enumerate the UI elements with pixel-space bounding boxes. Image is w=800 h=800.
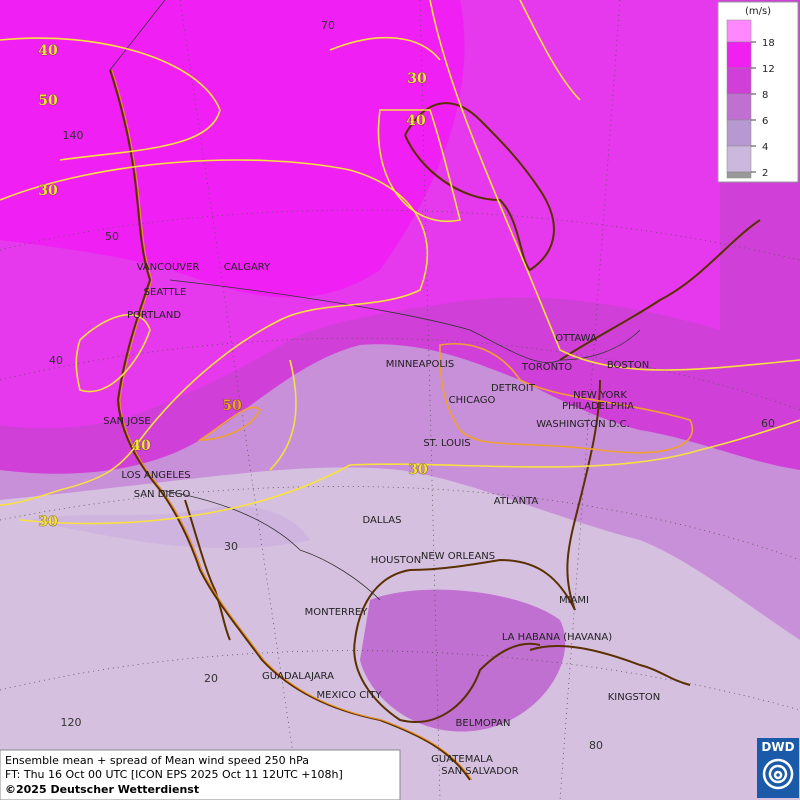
city-label: ST. LOUIS: [423, 438, 470, 449]
legend-band: [726, 145, 752, 173]
footer-line: ©2025 Deutscher Wetterdienst: [5, 783, 199, 796]
logo-swirl: [762, 758, 794, 790]
city-label: MINNEAPOLIS: [386, 359, 454, 370]
city-label: OTTAWA: [555, 333, 597, 344]
city-label: WASHINGTON D.C.: [536, 419, 630, 430]
footer-line: Ensemble mean + spread of Mean wind spee…: [5, 754, 309, 767]
city-label: SAN SALVADOR: [441, 766, 518, 777]
legend-band: [726, 67, 752, 95]
city-label: NEW ORLEANS: [421, 551, 495, 562]
city-label: BELMOPAN: [456, 718, 511, 729]
coast-west: [109, 69, 471, 781]
legend-band: [726, 119, 752, 147]
city-label: SAN DIEGO: [134, 489, 191, 500]
contour-label: 40: [406, 113, 426, 129]
contour-label: 30: [38, 514, 58, 530]
grid-label: 140: [63, 129, 84, 142]
grid-label: 80: [589, 739, 603, 752]
city-label: MONTERREY: [305, 607, 369, 618]
city-label: HOUSTON: [371, 555, 422, 566]
legend-unit: (m/s): [745, 6, 771, 17]
legend-tick-label: 12: [762, 64, 775, 75]
legend-tick-label: 18: [762, 38, 775, 49]
footer-line: FT: Thu 16 Oct 00 UTC [ICON EPS 2025 Oct…: [5, 768, 343, 781]
grid-label: 120: [61, 716, 82, 729]
city-label: CALGARY: [224, 262, 271, 273]
field-medium-south: [360, 589, 566, 732]
city-label: BOSTON: [607, 360, 649, 371]
contour-label: 30: [408, 462, 428, 478]
city-labels: VANCOUVER CALGARY SEATTLE PORTLAND MINNEAPOL…: [103, 262, 660, 777]
grid-label: 30: [224, 540, 238, 553]
grid-label: 20: [204, 672, 218, 685]
city-label: DETROIT: [491, 383, 536, 394]
legend-band: [726, 19, 752, 43]
legend-band: [726, 93, 752, 121]
city-label: NEW YORK: [573, 390, 627, 401]
city-label: GUATEMALA: [431, 754, 493, 765]
contour-label: 30: [38, 183, 58, 199]
city-label: MIAMI: [559, 595, 589, 606]
legend-band: [726, 171, 752, 179]
baja: [184, 499, 231, 641]
logo-text: DWD: [761, 740, 794, 754]
field-max: [0, 0, 465, 298]
footer-box: [0, 749, 401, 800]
contour-label: 50: [222, 398, 242, 414]
city-label: KINGSTON: [608, 692, 661, 703]
city-label: SEATTLE: [144, 287, 187, 298]
grid-label: 70: [321, 19, 335, 32]
legend: (m/s) 18 12 8 6 4 2: [717, 1, 799, 183]
city-label: ATLANTA: [494, 496, 539, 507]
contour-labels: 40 50 30 30 40 50 40 30 30: [38, 43, 428, 531]
coastlines: [109, 69, 761, 781]
contour-label: 40: [131, 438, 151, 454]
legend-tick-label: 4: [762, 142, 768, 153]
contour-label: 40: [38, 43, 58, 59]
city-label: DALLAS: [363, 515, 402, 526]
contour-label: 30: [407, 71, 427, 87]
city-label: VANCOUVER: [137, 262, 200, 273]
grid-labels: 70 140 50 40 60 30 20 120 80: [49, 19, 775, 752]
city-label: PHILADELPHIA: [562, 401, 634, 412]
grid-label: 60: [761, 417, 775, 430]
legend-tick-label: 8: [762, 90, 768, 101]
grid-label: 50: [105, 230, 119, 243]
hudson-bay: [404, 102, 555, 272]
city-label: LA HABANA (HAVANA): [502, 632, 612, 643]
city-label: TORONTO: [521, 362, 572, 373]
city-label: GUADALAJARA: [262, 671, 334, 682]
city-label: SAN JOSE: [103, 416, 151, 427]
legend-tick-label: 6: [762, 116, 768, 127]
legend-band: [726, 41, 752, 69]
isotachs: [0, 0, 800, 525]
legend-tick-label: 2: [762, 168, 768, 179]
cuba: [529, 644, 691, 686]
contour-label: 50: [38, 93, 58, 109]
field-low: [30, 506, 310, 549]
city-label: CHICAGO: [449, 395, 496, 406]
city-label: PORTLAND: [127, 310, 181, 321]
grid-label: 40: [49, 354, 63, 367]
city-label: MEXICO CITY: [317, 690, 383, 701]
coast-east: [353, 219, 761, 723]
city-label: LOS ANGELES: [121, 470, 190, 481]
